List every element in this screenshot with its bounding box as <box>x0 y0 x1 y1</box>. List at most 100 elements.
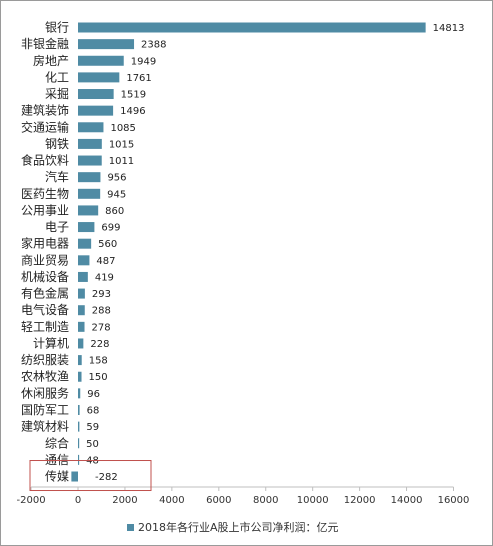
bar-9 <box>78 172 101 183</box>
value-label-10: 945 <box>107 189 126 200</box>
bars-layer <box>71 22 426 482</box>
value-label-8: 1011 <box>109 156 134 167</box>
value-label-15: 419 <box>95 272 114 283</box>
bar-0 <box>78 22 426 33</box>
value-label-20: 158 <box>89 356 108 367</box>
category-label-20: 纺织服装 <box>21 353 69 367</box>
category-label-11: 公用事业 <box>21 203 69 217</box>
category-label-8: 食品饮料 <box>21 153 69 168</box>
bar-5 <box>78 105 114 116</box>
value-label-14: 487 <box>96 256 115 267</box>
category-label-0: 银行 <box>45 21 69 35</box>
bar-27 <box>71 471 78 482</box>
bar-1 <box>78 39 135 50</box>
value-label-25: 50 <box>86 439 99 450</box>
category-label-1: 非银金融 <box>21 36 69 51</box>
x-axis: -2000 0 2000 4000 6000 8000 10000 12000 14000 160… <box>17 486 470 506</box>
value-label-12: 699 <box>101 223 120 234</box>
category-label-13: 家用电器 <box>21 236 69 251</box>
value-label-2: 1949 <box>131 56 156 67</box>
legend-label: 2018年各行业A股上市公司净利润：亿元 <box>138 521 339 534</box>
category-label-19: 计算机 <box>33 335 69 350</box>
value-label-6: 1085 <box>110 123 135 134</box>
highlight-box <box>29 460 152 492</box>
category-label-7: 钢铁 <box>45 137 69 151</box>
value-label-24: 59 <box>86 422 99 433</box>
bar-19 <box>78 338 84 349</box>
bar-6 <box>78 122 104 133</box>
bar-12 <box>78 222 95 233</box>
value-label-3: 1761 <box>126 73 151 84</box>
value-label-16: 293 <box>92 289 111 300</box>
value-label-9: 956 <box>107 173 126 184</box>
category-label-14: 商业贸易 <box>21 252 69 267</box>
bar-2 <box>78 55 124 66</box>
category-label-22: 休闲服务 <box>21 385 69 400</box>
bar-10 <box>78 188 101 199</box>
value-label-0: 14813 <box>433 23 465 34</box>
category-label-4: 采掘 <box>45 86 69 101</box>
x-tick-label-5: 8000 <box>253 495 278 506</box>
value-label-17: 288 <box>92 306 111 317</box>
x-tick-label-3: 4000 <box>159 495 184 506</box>
category-label-2: 房地产 <box>33 53 69 68</box>
bar-13 <box>78 238 92 249</box>
category-label-15: 机械设备 <box>21 269 69 284</box>
category-label-27: 传媒 <box>45 469 69 484</box>
category-label-12: 电子 <box>45 220 69 234</box>
bar-3 <box>78 72 120 83</box>
bar-14 <box>78 255 90 266</box>
value-label-4: 1519 <box>121 90 146 101</box>
legend: 2018年各行业A股上市公司净利润：亿元 <box>127 519 339 535</box>
value-label-22: 96 <box>87 389 100 400</box>
x-tick-label-0: -2000 <box>17 495 46 506</box>
bar-23 <box>78 404 80 415</box>
value-label-7: 1015 <box>109 139 134 150</box>
x-tick-label-7: 12000 <box>344 495 376 506</box>
category-label-25: 综合 <box>45 435 69 450</box>
bar-16 <box>78 288 85 299</box>
x-tick-label-1: 0 <box>75 495 81 506</box>
legend-swatch <box>127 523 134 531</box>
category-label-6: 交通运输 <box>21 119 69 134</box>
bar-17 <box>78 305 85 316</box>
category-label-26: 通信 <box>45 453 69 467</box>
category-label-9: 汽车 <box>45 169 69 184</box>
x-tick-label-8: 14000 <box>391 495 423 506</box>
bar-26 <box>78 454 80 465</box>
category-label-16: 有色金属 <box>21 286 69 301</box>
bar-21 <box>78 371 82 382</box>
value-label-18: 278 <box>92 322 111 333</box>
x-tick-label-6: 10000 <box>297 495 329 506</box>
category-label-21: 农林牧渔 <box>21 370 69 384</box>
bar-8 <box>78 155 102 166</box>
value-label-1: 2388 <box>141 40 166 51</box>
bar-25 <box>78 438 80 449</box>
x-tick-label-9: 16000 <box>438 495 470 506</box>
x-tick-label-4: 6000 <box>206 495 231 506</box>
x-tick-label-2: 2000 <box>112 495 137 506</box>
bar-22 <box>78 388 81 399</box>
value-label-13: 560 <box>98 239 117 250</box>
category-label-17: 电气设备 <box>21 302 69 317</box>
category-label-18: 轻工制造 <box>21 320 69 334</box>
value-label-11: 860 <box>105 206 124 217</box>
bar-11 <box>78 205 99 216</box>
category-label-23: 国防军工 <box>21 402 69 417</box>
value-label-27: -282 <box>95 472 118 483</box>
value-label-23: 68 <box>87 405 100 416</box>
bar-4 <box>78 89 114 100</box>
category-label-5: 建筑装饰 <box>21 103 69 118</box>
bar-20 <box>78 355 82 366</box>
bar-7 <box>78 138 102 149</box>
labels-layer: 银行 14813 非银金融 2388 房地产 1949 化工 1761 采掘 1519 建筑装饰 14… <box>21 21 464 484</box>
bar-18 <box>78 321 85 332</box>
category-label-10: 医药生物 <box>21 187 69 201</box>
bar-24 <box>78 421 80 432</box>
category-label-3: 化工 <box>45 70 69 84</box>
bar-15 <box>78 271 88 282</box>
value-label-5: 1496 <box>120 106 145 117</box>
value-label-19: 228 <box>90 339 109 350</box>
